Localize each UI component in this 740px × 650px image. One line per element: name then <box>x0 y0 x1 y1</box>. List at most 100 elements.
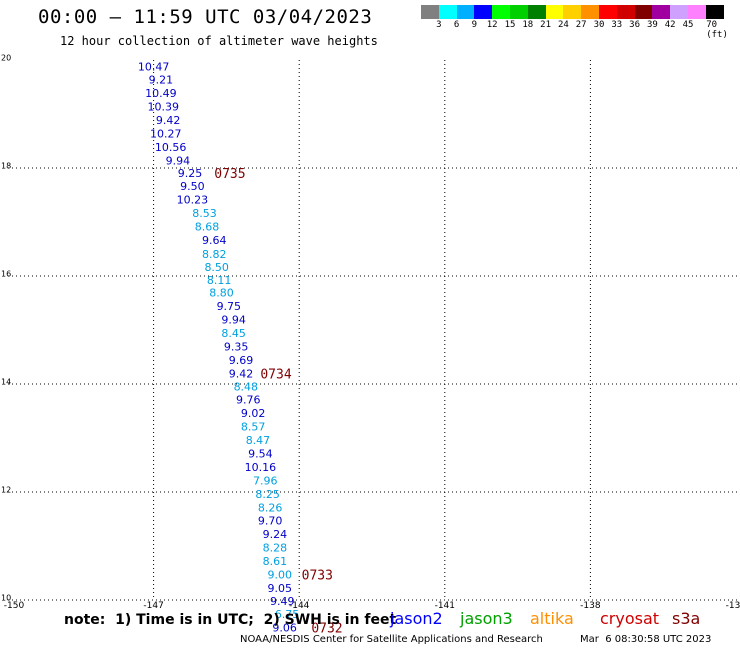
legend-label: 42 <box>664 20 676 30</box>
wave-height-value: 9.00 <box>268 569 293 582</box>
wave-height-value: 9.76 <box>236 394 261 407</box>
color-legend <box>421 5 724 19</box>
legend-label: 36 <box>629 20 641 30</box>
wave-height-value: 7.96 <box>253 475 278 488</box>
legend-label: 18 <box>522 20 534 30</box>
wave-height-value: 9.94 <box>166 154 191 167</box>
pass-time-label: 0733 <box>302 569 333 584</box>
generated-timestamp: Mar 6 08:30:58 UTC 2023 <box>580 634 712 645</box>
legend-swatch <box>563 5 582 19</box>
legend-label: 3 <box>436 20 442 30</box>
legend-label: 15 <box>504 20 516 30</box>
latitude-tick-label: 20 <box>1 53 12 63</box>
wave-height-value: 9.42 <box>156 114 181 127</box>
wave-height-value: 8.50 <box>204 261 229 274</box>
legend-label: 39 <box>646 20 658 30</box>
longitude-tick-label: -150 <box>3 601 25 611</box>
legend-swatch <box>509 5 528 19</box>
satellite-name-jason3: jason3 <box>460 609 513 628</box>
legend-label: 27 <box>575 20 587 30</box>
legend-label: 30 <box>593 20 605 30</box>
wave-height-value: 10.39 <box>148 100 180 113</box>
wave-height-value: 10.56 <box>155 141 187 154</box>
wave-height-value: 9.02 <box>241 407 266 420</box>
wave-height-value: 9.05 <box>268 582 293 595</box>
legend-swatch <box>456 5 475 19</box>
latitude-tick-label: 12 <box>1 485 12 495</box>
wave-height-value: 8.11 <box>207 274 232 287</box>
legend-swatch <box>581 5 599 19</box>
longitude-tick-label: -13 <box>725 601 740 611</box>
wave-height-value: 8.26 <box>258 502 283 515</box>
color-legend-labels: 3 6 9 12 15 18 21 24 27 30 33 36 39 42 45 70 (ft) <box>421 20 740 40</box>
legend-label: 70 (ft) <box>706 20 728 40</box>
credit-line: NOAA/NESDIS Center for Satellite Applica… <box>240 634 543 645</box>
wave-height-value: 9.54 <box>248 448 273 461</box>
pass-time-label: 0735 <box>214 167 245 182</box>
legend-label: 33 <box>611 20 623 30</box>
wave-height-value: 8.28 <box>263 542 288 555</box>
legend-swatch <box>670 5 688 19</box>
pass-time-label: 0732 <box>311 622 342 637</box>
wave-height-value: 9.42 <box>229 368 254 381</box>
map-subtitle: 12 hour collection of altimeter wave hei… <box>60 34 378 48</box>
wave-height-value: 9.25 <box>178 167 203 180</box>
wave-height-value: 9.49 <box>270 595 295 608</box>
latitude-tick-label: 14 <box>1 377 12 387</box>
legend-swatch <box>474 5 493 19</box>
map-title: 00:00 – 11:59 UTC 03/04/2023 <box>38 6 373 28</box>
wave-height-value: 9.75 <box>217 300 242 313</box>
legend-label: 24 <box>557 20 569 30</box>
wave-height-value: 10.27 <box>150 127 182 140</box>
wave-height-value: 9.50 <box>180 180 205 193</box>
legend-swatch <box>616 5 635 19</box>
wave-height-value: 8.61 <box>263 555 288 568</box>
legend-label: 45 <box>682 20 694 30</box>
legend-swatch <box>492 5 510 19</box>
wave-height-value: 10.23 <box>177 193 209 206</box>
wave-height-value: 8.57 <box>241 421 266 434</box>
legend-swatch <box>527 5 546 19</box>
wave-height-value: 9.24 <box>263 528 288 541</box>
satellite-name-jason2: jason2 <box>390 609 443 628</box>
wave-height-value: 9.06 <box>272 622 297 635</box>
wave-height-value: 8.25 <box>255 488 280 501</box>
wave-height-value: 9.94 <box>221 314 246 327</box>
legend-swatch <box>634 5 653 19</box>
legend-label: 9 <box>471 20 478 30</box>
legend-swatch <box>545 5 564 19</box>
legend-swatch <box>687 5 706 19</box>
wave-height-value: 8.48 <box>234 381 259 394</box>
wave-height-value: 8.47 <box>246 434 271 447</box>
satellite-name-cryosat: cryosat <box>600 609 660 628</box>
longitude-tick-label: -138 <box>580 601 601 611</box>
wave-height-value: 8.53 <box>192 207 217 220</box>
wave-height-value: 10.16 <box>245 461 277 474</box>
footer-note: note: 1) Time is in UTC; 2) SWH is in fe… <box>64 612 397 628</box>
wave-height-value: 9.70 <box>258 515 283 528</box>
wave-height-value: 9.69 <box>229 354 254 367</box>
wave-height-value: 6.75 <box>275 608 300 621</box>
latitude-tick-label: 18 <box>1 161 12 171</box>
wave-height-value: 8.45 <box>221 327 246 340</box>
legend-swatch <box>438 5 457 19</box>
longitude-tick-label: -141 <box>434 601 456 611</box>
legend-label: 6 <box>453 20 460 30</box>
legend-label: 21 <box>540 20 552 30</box>
wave-height-value: 10.49 <box>145 87 177 100</box>
legend-label: 12 <box>486 20 498 30</box>
satellite-name-s3a: s3a <box>672 609 701 628</box>
observation-labels: 10.479.2110.4910.399.4210.2710.569.949.2… <box>138 60 299 634</box>
wave-height-value: 10.47 <box>138 60 170 73</box>
latitude-tick-label: 10 <box>1 593 12 603</box>
wave-height-value: 9.21 <box>149 73 174 86</box>
pass-time-label: 0734 <box>260 368 291 383</box>
longitude-tick-label: -147 <box>143 601 164 611</box>
wave-height-value: 8.80 <box>209 287 234 300</box>
longitude-tick-label: -144 <box>288 601 310 611</box>
latitude-tick-label: 16 <box>1 269 12 279</box>
wave-height-value: 8.68 <box>195 220 220 233</box>
wave-height-value: 8.82 <box>202 248 227 261</box>
wave-height-value: 9.64 <box>202 234 227 247</box>
